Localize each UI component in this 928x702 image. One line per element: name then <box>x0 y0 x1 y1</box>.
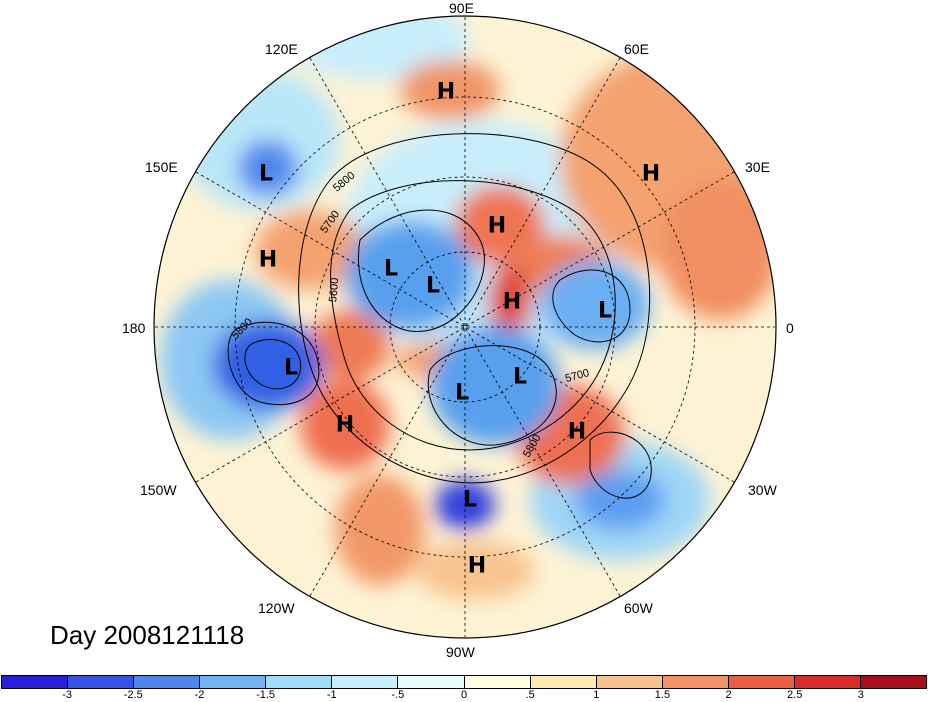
lon-label-180: 180 <box>122 320 146 336</box>
colorbar-box <box>596 676 663 688</box>
pressure-center-h: H <box>335 412 355 438</box>
pressure-center-l: L <box>597 298 613 324</box>
colorbar <box>1 675 927 689</box>
lon-label-120e: 120E <box>265 41 298 57</box>
lon-label-150w: 150W <box>140 482 177 498</box>
colorbar-tick-label: -2.5 <box>123 689 143 701</box>
colorbar-tick-label: -1.5 <box>256 689 276 701</box>
lon-label-90w: 90W <box>446 644 475 660</box>
anomaly-field <box>154 16 776 638</box>
colorbar-box <box>134 676 201 688</box>
pressure-center-l: L <box>258 161 274 187</box>
graticule <box>155 17 775 637</box>
colorbar-tick-label: -1 <box>326 689 337 701</box>
colorbar-box <box>398 676 465 688</box>
colorbar-tick-label: 2 <box>725 689 732 701</box>
polar-map <box>153 15 777 639</box>
pressure-center-l: L <box>512 364 528 390</box>
lon-label-90e: 90E <box>449 0 474 16</box>
lon-label-120w: 120W <box>258 600 295 616</box>
colorbar-tick-label: 0 <box>460 689 468 701</box>
lon-label-0: 0 <box>786 320 794 336</box>
lon-label-30e: 30E <box>745 159 770 175</box>
colorbar-box <box>794 676 862 688</box>
colorbar-tick-label: -2 <box>194 689 205 701</box>
pressure-center-h: H <box>436 79 456 105</box>
lon-label-30w: 30W <box>748 482 777 498</box>
colorbar-box <box>68 676 135 688</box>
pressure-center-h: H <box>641 161 661 187</box>
contour-label: 5600 <box>327 277 342 303</box>
colorbar-tick-label: 1.5 <box>654 689 671 701</box>
pressure-center-l: L <box>462 487 478 513</box>
colorbar-box <box>2 676 69 688</box>
colorbar-tick-label: 2.5 <box>787 689 803 701</box>
colorbar-tick-label: .5 <box>525 689 535 701</box>
pressure-center-l: L <box>425 273 441 299</box>
pressure-center-h: H <box>567 419 587 445</box>
pressure-center-l: L <box>283 355 299 381</box>
pressure-center-h: H <box>487 213 507 239</box>
pressure-center-l: L <box>383 256 399 282</box>
map-border <box>153 15 777 639</box>
colorbar-box <box>464 676 531 688</box>
pressure-center-h: H <box>258 247 278 273</box>
lon-label-60w: 60W <box>624 600 653 616</box>
colorbar-tick-label: 1 <box>593 689 600 701</box>
colorbar-tick-label: -3 <box>62 689 73 701</box>
colorbar-box <box>200 676 267 688</box>
lon-label-150e: 150E <box>145 159 178 175</box>
colorbar-box <box>266 676 333 688</box>
colorbar-box <box>728 676 795 688</box>
pressure-center-h: H <box>502 289 522 315</box>
pressure-center-h: H <box>467 553 487 579</box>
day-label: Day 2008121118 <box>50 620 245 650</box>
height-contours <box>227 133 652 499</box>
lon-label-60e: 60E <box>624 41 649 57</box>
pressure-center-l: L <box>454 380 470 406</box>
colorbar-box <box>332 676 399 688</box>
colorbar-tick-label: -.5 <box>391 689 405 701</box>
colorbar-box <box>530 676 597 688</box>
colorbar-tick-label: 3 <box>857 689 864 701</box>
colorbar-box <box>662 676 729 688</box>
colorbar-box <box>861 676 927 688</box>
